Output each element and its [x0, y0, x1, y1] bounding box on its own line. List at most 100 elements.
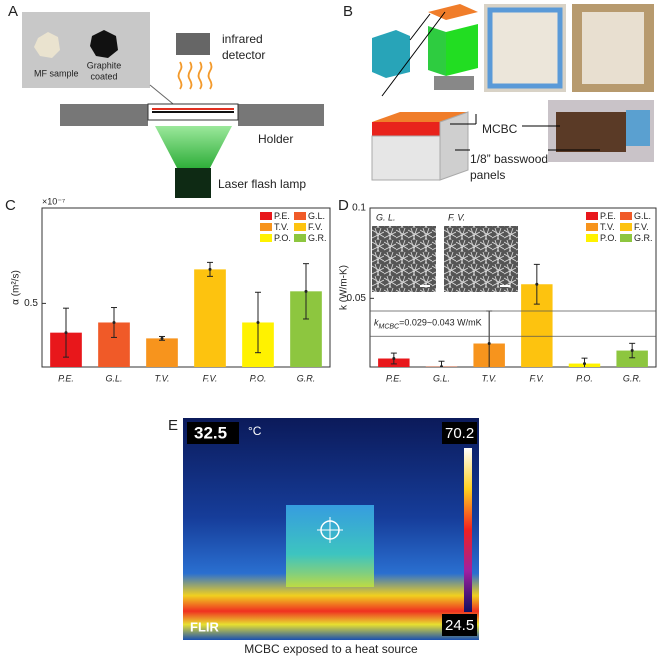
x-tick-label: P.O.: [250, 373, 267, 383]
annotation-subscript: MCBC: [379, 323, 401, 330]
color-scale: [464, 448, 472, 612]
plot-frame: [41, 207, 331, 368]
photo-mcbc: [556, 112, 626, 152]
holder: [238, 104, 324, 126]
mean-dot: [535, 282, 539, 286]
plot: [50, 261, 322, 367]
panel-stack: [372, 30, 410, 78]
readout-bg: [442, 614, 477, 636]
mean-dot: [208, 267, 212, 271]
legend-swatch: [620, 212, 632, 220]
inset-label: F. V.: [448, 212, 465, 222]
legend-swatch: [260, 223, 272, 231]
mcbc-top: [372, 112, 468, 122]
x-tick-label: F.V.: [203, 373, 218, 383]
min-temp: 24.5: [445, 617, 474, 634]
spot-temp: 32.5: [194, 423, 227, 442]
graphite-sample: [90, 30, 118, 58]
max-temp: 70.2: [445, 425, 474, 442]
legend-swatch: [294, 234, 306, 242]
legend-label: P.E.: [600, 211, 616, 221]
y-tick-label: 0.5: [24, 298, 38, 309]
mean-dot: [256, 320, 260, 324]
legend-swatch: [294, 223, 306, 231]
sem-inset: [444, 226, 518, 292]
panel-label: C: [5, 197, 16, 214]
stand: [434, 76, 474, 90]
mean-dot: [583, 362, 586, 366]
bar: [616, 350, 648, 367]
plot-frame: [369, 207, 657, 368]
mean-dot: [392, 357, 396, 361]
legend-label: F.V.: [634, 222, 649, 232]
x-tick-label: P.E.: [58, 373, 74, 383]
panels-label: 1/8” basswood: [470, 152, 548, 166]
lamp-label: Laser flash lamp: [218, 177, 306, 191]
x-tick-label: P.E.: [386, 373, 402, 383]
bar: [194, 269, 226, 367]
y-multiplier: ×10⁻⁷: [42, 196, 65, 206]
legend-label: G.L.: [634, 211, 651, 221]
readout-bg: [187, 422, 239, 444]
x-tick-label: F.V.: [529, 373, 544, 383]
sample-label: coated: [90, 71, 117, 81]
legend-swatch: [620, 234, 632, 242]
mean-dot: [64, 331, 68, 335]
sem-inset: [372, 226, 436, 292]
annotation-text: =0.029~0.043 W/mK: [399, 318, 482, 328]
legend-swatch: [586, 223, 598, 231]
arrow: [381, 11, 446, 97]
legend-label: T.V.: [274, 222, 289, 232]
mean-dot: [440, 365, 443, 367]
legend-label: F.V.: [308, 222, 323, 232]
plot: [378, 263, 648, 367]
sample-label: MF sample: [34, 68, 79, 78]
inset-label: G. L.: [376, 212, 396, 222]
caption: MCBC exposed to a heat source: [244, 642, 418, 656]
x-tick-label: G.R.: [297, 373, 316, 383]
y-tick-label: 0.05: [347, 293, 367, 304]
y-axis-label: k (W/m-K): [339, 265, 350, 310]
annotation-symbol: k: [374, 318, 379, 328]
brand: FLIR: [190, 619, 219, 634]
photo-inner: [582, 12, 644, 84]
legend-label: G.L.: [308, 211, 325, 221]
legend-swatch: [586, 234, 598, 242]
detector-label: infrared: [222, 32, 263, 46]
panel-cube: [371, 135, 441, 181]
photo-tape: [626, 110, 650, 146]
x-tick-label: T.V.: [154, 373, 169, 383]
legend-label: T.V.: [600, 222, 615, 232]
legend-swatch: [294, 212, 306, 220]
panel-cube-side: [439, 111, 469, 181]
x-tick-label: P.O.: [576, 373, 593, 383]
flash-beam: [155, 126, 232, 168]
legend-swatch: [260, 234, 272, 242]
lid: [428, 4, 478, 20]
sample-label: Graphite: [87, 60, 122, 70]
panel-label: D: [338, 197, 349, 214]
legend-swatch: [620, 223, 632, 231]
x-tick-label: G.L.: [105, 373, 122, 383]
annotation: kMCBC=0.029~0.043 W/mK: [374, 318, 482, 330]
panels-label: panels: [470, 168, 505, 182]
ir-waves: [177, 61, 213, 90]
mf-sample: [34, 32, 60, 58]
legend-label: P.O.: [600, 233, 617, 243]
legend-label: P.E.: [274, 211, 290, 221]
detector: [176, 33, 210, 55]
arrow: [409, 13, 431, 41]
holder: [60, 104, 148, 126]
holder-label: Holder: [258, 132, 293, 146]
legend-label: G.R.: [308, 233, 327, 243]
mean-dot: [487, 342, 491, 346]
temp-unit: °C: [248, 424, 262, 438]
mcbc-label: MCBC: [482, 122, 518, 136]
photo-box: [487, 7, 563, 89]
box-front: [446, 24, 478, 76]
x-tick-label: T.V.: [482, 373, 497, 383]
mean-dot: [160, 336, 164, 340]
box-side: [428, 26, 446, 76]
mean-dot: [112, 320, 116, 324]
